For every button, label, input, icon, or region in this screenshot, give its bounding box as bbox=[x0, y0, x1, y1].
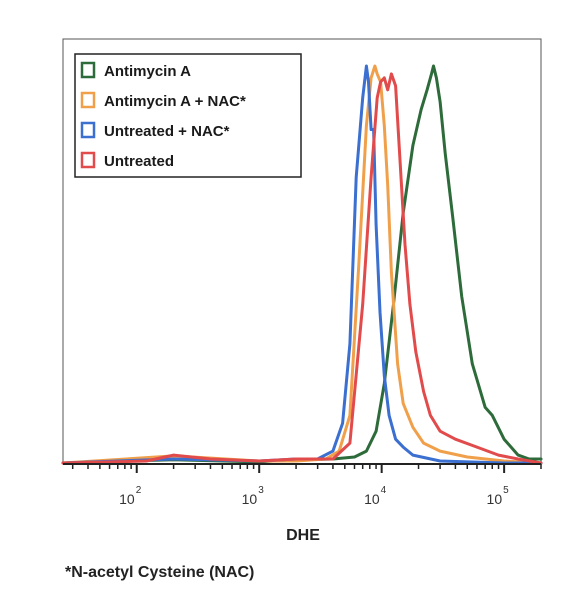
legend-swatch-3 bbox=[80, 121, 96, 139]
x-tick-label-2: 10 bbox=[242, 491, 258, 507]
series-layer bbox=[61, 64, 543, 465]
legend: Antimycin A Antimycin A + NAC* Untreated +… bbox=[74, 53, 302, 178]
series-line-4 bbox=[61, 72, 543, 465]
legend-label-1: Antimycin A bbox=[104, 63, 191, 80]
legend-box bbox=[74, 53, 302, 178]
x-tick-exponent-1: 2 bbox=[136, 485, 142, 496]
x-axis-label: DHE bbox=[286, 527, 320, 544]
legend-label-2: Antimycin A + NAC* bbox=[104, 93, 246, 110]
footnote: *N-acetyl Cysteine (NAC) bbox=[65, 564, 254, 581]
x-tick-exponent-3: 4 bbox=[381, 485, 387, 496]
x-tick-label-3: 10 bbox=[364, 491, 380, 507]
x-tick-exponent-4: 5 bbox=[503, 485, 509, 496]
legend-items: Antimycin A Antimycin A + NAC* Untreated +… bbox=[80, 61, 246, 170]
legend-swatch-4 bbox=[80, 151, 96, 169]
legend-swatch-2 bbox=[80, 91, 96, 109]
x-tick-label-4: 10 bbox=[487, 491, 503, 507]
legend-label-4: Untreated bbox=[104, 153, 174, 170]
legend-label-3: Untreated + NAC* bbox=[104, 123, 230, 140]
x-tick-label-1: 10 bbox=[119, 491, 135, 507]
legend-swatch-1 bbox=[80, 61, 96, 79]
x-tick-exponent-2: 3 bbox=[258, 485, 264, 496]
